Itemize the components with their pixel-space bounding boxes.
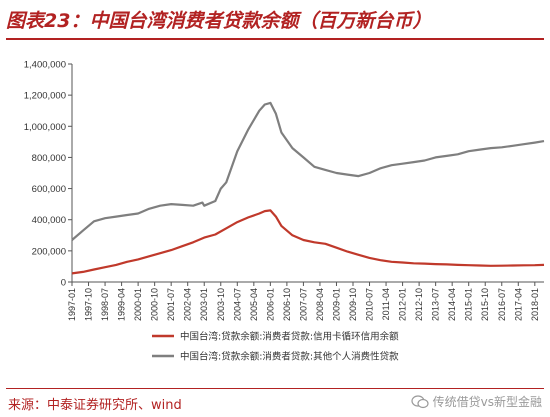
line-chart: 0 200,000 400,000 600,000 800,000 1,000,000 1,… [24,60,545,363]
wechat-icon [411,394,429,408]
x-tick-label: 1997-01 [67,288,77,321]
y-tick-label: 600,000 [32,184,66,195]
x-tick-label: 2007-07 [298,288,308,321]
series-lines [71,101,545,275]
y-tick-label: 1,000,000 [24,122,66,133]
y-tick-label: 0 [61,278,66,289]
x-tick-label: 2016-07 [497,288,507,321]
x-tick-label: 1999-04 [117,288,127,321]
x-tick-label: 2001-07 [166,288,176,321]
footer-divider [6,388,544,389]
x-tick-label: 2015-10 [480,288,490,321]
x-tick-label: 2003-10 [216,288,226,321]
chart-axes [68,63,544,286]
title-divider [6,38,544,40]
watermark: 传统借贷vs新型金融 [411,393,542,410]
x-tick-label: 2005-04 [249,288,259,321]
legend-label-2: 中国台湾:贷款余额:消费者贷款:其他个人消费性贷款 [180,351,399,363]
y-tick-label: 200,000 [32,246,66,257]
legend-label-1: 中国台湾:贷款余额:消费者贷款:信用卡循环信用余额 [180,331,399,343]
x-tick-label: 2014-04 [447,288,457,321]
legend: 中国台湾:贷款余额:消费者贷款:信用卡循环信用余额中国台湾:贷款余额:消费者贷款… [152,331,399,363]
x-tick-label: 2003-01 [199,288,209,321]
x-tick-label: 2012-01 [398,288,408,321]
x-tick-label: 2012-10 [414,288,424,321]
chart-title: 图表23：中国台湾消费者贷款余额（百万新台币） [6,10,432,32]
x-tick-label: 2013-07 [431,288,441,321]
y-tick-label: 1,400,000 [24,60,66,71]
x-tick-label: 2002-04 [183,288,193,321]
x-axis-tick-labels: 1997-01 1997-10 1998-07 1999-04 2000-01 2000-… [67,288,540,321]
x-tick-label: 1998-07 [100,288,110,321]
y-axis-tick-labels: 0 200,000 400,000 600,000 800,000 1,000,000 1,… [24,60,66,289]
x-tick-label: 2009-01 [331,288,341,321]
x-tick-label: 2000-01 [133,288,143,321]
watermark-text: 传统借贷vs新型金融 [432,395,542,409]
x-tick-label: 2010-07 [365,288,375,321]
x-tick-label: 2015-01 [464,288,474,321]
series-line-1 [71,209,545,275]
x-tick-label: 2018-01 [530,288,540,321]
x-tick-label: 2009-10 [348,288,358,321]
y-tick-label: 800,000 [32,153,66,164]
y-tick-label: 1,200,000 [24,91,66,102]
series-line-2 [71,101,545,241]
x-tick-label: 2011-04 [381,288,391,320]
x-tick-label: 2008-04 [315,288,325,321]
x-tick-label: 2000-10 [150,288,160,321]
x-tick-label: 2006-10 [282,288,292,321]
x-tick-label: 2006-01 [265,288,275,321]
x-tick-label: 2004-07 [232,288,242,321]
x-tick-label: 1997-10 [84,288,94,321]
x-tick-label: 2017-04 [513,288,523,321]
y-tick-label: 400,000 [32,215,66,226]
source-note: 来源：中泰证券研究所、wind [8,398,182,413]
